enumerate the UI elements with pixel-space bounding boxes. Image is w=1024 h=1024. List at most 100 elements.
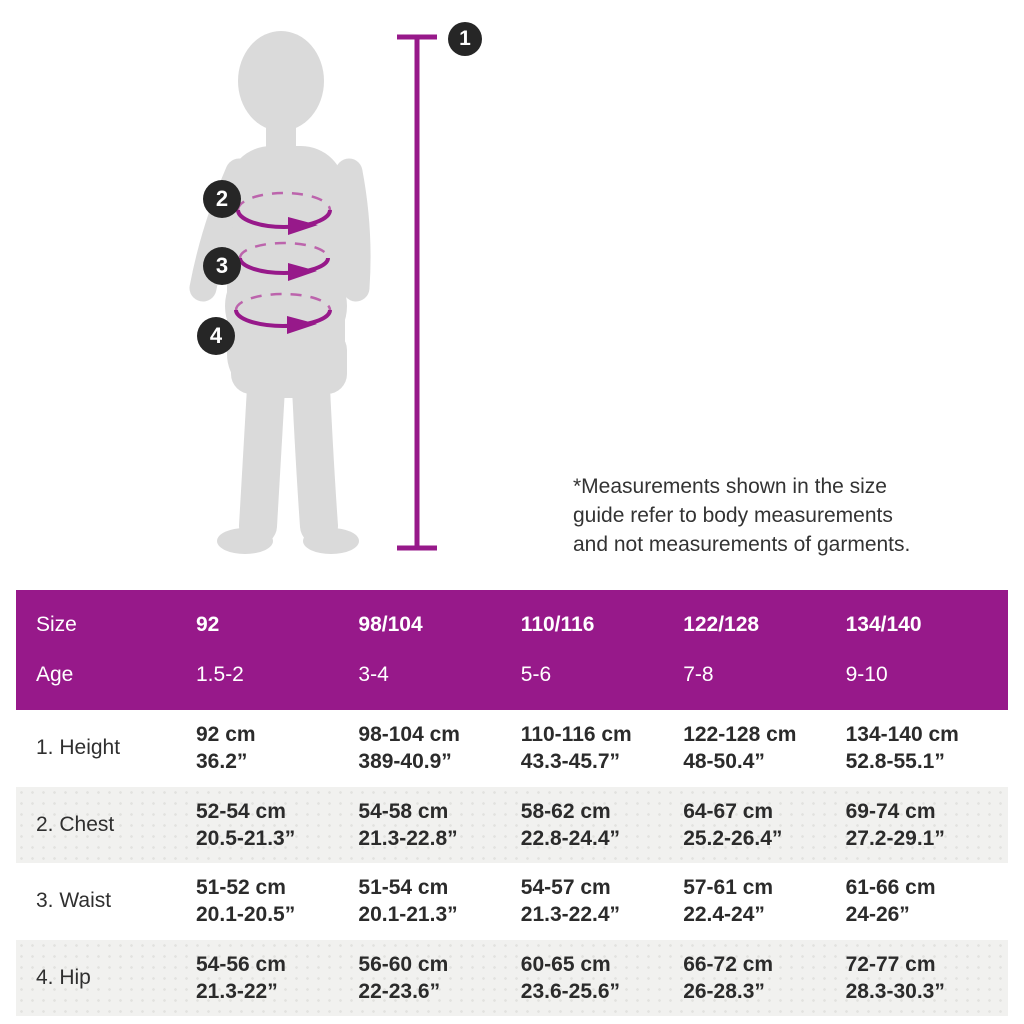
measurement-cell: 61-66 cm 24-26” <box>846 874 1008 928</box>
age-col-5: 9-10 <box>845 663 888 686</box>
inch-value: 389-40.9” <box>358 750 452 774</box>
measurement-cell: 64-67 cm 25.2-26.4” <box>683 798 845 852</box>
row-label: 1. Height <box>36 736 121 760</box>
measurement-cell: 134-140 cm 52.8-55.1” <box>846 721 1008 775</box>
cm-value: 54-58 cm <box>358 799 449 823</box>
waist-tape-loop-icon <box>238 241 330 281</box>
measurement-cell: 56-60 cm 22-23.6” <box>358 951 520 1005</box>
cm-value: 66-72 cm <box>683 952 774 976</box>
inch-value: 26-28.3” <box>683 979 765 1003</box>
inch-value: 24-26” <box>845 903 910 927</box>
inch-value: 22.8-24.4” <box>520 826 621 850</box>
age-col-1: 1.5-2 <box>196 663 244 686</box>
table-header: Size 92 98/104 110/116 122/128 134/140 A… <box>16 590 1008 710</box>
size-col-92: 92 <box>196 613 220 636</box>
cm-value: 98-104 cm <box>358 723 460 747</box>
measurement-cell: 51-52 cm 20.1-20.5” <box>196 874 358 928</box>
note-line: and not measurements of garments. <box>573 533 911 556</box>
age-col-4: 7-8 <box>683 663 714 686</box>
measurement-cell: 60-65 cm 23.6-25.6” <box>521 951 683 1005</box>
cm-value: 69-74 cm <box>845 799 936 823</box>
size-col-98-104: 98/104 <box>358 613 423 636</box>
inch-value: 48-50.4” <box>683 750 765 774</box>
measurement-cell: 110-116 cm 43.3-45.7” <box>521 721 683 775</box>
measurement-cell: 52-54 cm 20.5-21.3” <box>196 798 358 852</box>
inch-value: 25.2-26.4” <box>683 826 783 850</box>
row-label: 3. Waist <box>36 889 112 913</box>
badge-number: 4 <box>209 323 223 348</box>
inch-value: 28.3-30.3” <box>845 979 945 1003</box>
inch-value: 22.4-24” <box>683 903 765 927</box>
cm-value: 110-116 cm <box>520 723 632 747</box>
note-line: *Measurements shown in the size <box>573 475 887 498</box>
age-label: Age <box>36 663 74 686</box>
measurement-cell: 69-74 cm 27.2-29.1” <box>846 798 1008 852</box>
measurement-cell: 58-62 cm 22.8-24.4” <box>521 798 683 852</box>
inch-value: 20.1-20.5” <box>196 903 296 927</box>
size-col-122-128: 122/128 <box>683 613 760 636</box>
inch-value: 22-23.6” <box>358 979 441 1003</box>
age-col-2: 3-4 <box>358 663 389 686</box>
height-measure-line-icon <box>397 34 437 551</box>
inch-value: 23.6-25.6” <box>520 979 621 1003</box>
table-row-height: 1. Height 92 cm 36.2” 98-104 cm 389-40.9… <box>16 710 1008 787</box>
cm-value: 57-61 cm <box>683 876 774 900</box>
badge-number: 2 <box>215 186 229 211</box>
age-col-3: 5-6 <box>520 663 552 686</box>
cm-value: 60-65 cm <box>520 952 611 976</box>
measurements-note: *Measurements shown in the size guide re… <box>573 472 953 559</box>
measurement-cell: 54-58 cm 21.3-22.8” <box>358 798 520 852</box>
cm-value: 134-140 cm <box>845 723 959 747</box>
inch-value: 43.3-45.7” <box>520 750 621 774</box>
measure-badge-hip: 4 <box>197 317 235 355</box>
cm-value: 92 cm <box>196 723 256 747</box>
age-header-row: Age 1.5-2 3-4 5-6 7-8 9-10 <box>16 656 1008 694</box>
measurement-cell: 72-77 cm 28.3-30.3” <box>846 951 1008 1005</box>
cm-value: 72-77 cm <box>845 952 936 976</box>
inch-value: 21.3-22” <box>196 979 278 1003</box>
note-line: guide refer to body measurements <box>573 504 893 527</box>
table-row-waist: 3. Waist 51-52 cm 20.1-20.5” 51-54 cm 20… <box>16 863 1008 940</box>
cm-value: 56-60 cm <box>358 952 449 976</box>
cm-value: 61-66 cm <box>845 876 936 900</box>
cm-value: 122-128 cm <box>683 723 797 747</box>
size-col-110-116: 110/116 <box>520 613 595 636</box>
measurement-cell: 54-57 cm 21.3-22.4” <box>521 874 683 928</box>
inch-value: 21.3-22.4” <box>520 903 621 927</box>
inch-value: 21.3-22.8” <box>358 826 458 850</box>
measurement-cell: 122-128 cm 48-50.4” <box>683 721 845 775</box>
figure-illustration <box>189 31 437 554</box>
measurement-cell: 66-72 cm 26-28.3” <box>683 951 845 1005</box>
row-label: 2. Chest <box>36 812 115 836</box>
cm-value: 52-54 cm <box>196 799 286 823</box>
hip-tape-loop-icon <box>234 292 332 334</box>
measure-badge-height: 1 <box>448 22 482 56</box>
row-label: 4. Hip <box>36 965 91 989</box>
size-header-row: Size 92 98/104 110/116 122/128 134/140 <box>16 606 1008 644</box>
size-guide-table: Size 92 98/104 110/116 122/128 134/140 A… <box>16 590 1008 1016</box>
measurement-cell: 92 cm 36.2” <box>196 721 358 775</box>
cm-value: 54-56 cm <box>196 952 286 976</box>
table-row-hip: 4. Hip 54-56 cm 21.3-22” 56-60 cm 22-23.… <box>16 939 1008 1016</box>
measure-badge-waist: 3 <box>203 247 241 285</box>
cm-value: 64-67 cm <box>683 799 774 823</box>
measure-badge-chest: 2 <box>203 180 241 218</box>
measurement-cell: 57-61 cm 22.4-24” <box>683 874 845 928</box>
inch-value: 52.8-55.1” <box>845 750 945 774</box>
size-col-134-140: 134/140 <box>845 613 922 636</box>
measurement-cell: 51-54 cm 20.1-21.3” <box>358 874 520 928</box>
cm-value: 58-62 cm <box>520 799 611 823</box>
inch-value: 27.2-29.1” <box>845 826 945 850</box>
badge-number: 3 <box>215 253 229 278</box>
table-row-chest: 2. Chest 52-54 cm 20.5-21.3” 54-58 cm 21… <box>16 786 1008 863</box>
badge-number: 1 <box>459 27 471 50</box>
measurement-cell: 54-56 cm 21.3-22” <box>196 951 358 1005</box>
size-label: Size <box>36 613 77 636</box>
measurement-cell: 98-104 cm 389-40.9” <box>358 721 520 775</box>
inch-value: 20.5-21.3” <box>196 826 296 850</box>
cm-value: 51-52 cm <box>196 876 286 900</box>
cm-value: 51-54 cm <box>358 876 449 900</box>
child-silhouette-icon <box>189 31 371 554</box>
inch-value: 20.1-21.3” <box>358 903 458 927</box>
